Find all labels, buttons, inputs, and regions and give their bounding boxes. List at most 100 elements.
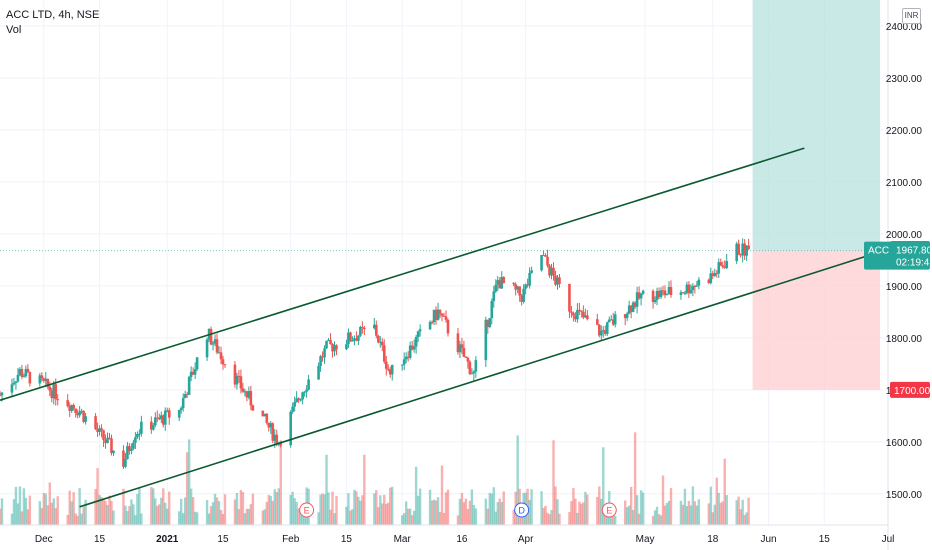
- candle-body: [438, 309, 442, 314]
- volume-bar: [164, 502, 167, 525]
- candle-body: [717, 262, 721, 274]
- candlestick-series: [0, 238, 750, 470]
- channel-lower-line[interactable]: [79, 249, 885, 508]
- candle-body: [317, 366, 320, 380]
- candle-body: [54, 384, 58, 400]
- volume-bar: [363, 454, 366, 525]
- candle-body: [211, 343, 215, 345]
- candle-body: [540, 254, 543, 271]
- volume-bar: [464, 498, 468, 525]
- volume-bar: [347, 493, 350, 525]
- candle-body: [38, 375, 42, 384]
- volume-bar: [215, 497, 219, 525]
- symbol-title: ACC LTD, 4h, NSE: [6, 9, 100, 21]
- volume-bar: [739, 509, 742, 525]
- candle-body: [484, 319, 488, 361]
- volume-bar: [375, 490, 378, 525]
- volume-bar: [297, 508, 300, 525]
- volume-bar: [683, 488, 687, 525]
- volume-bar: [600, 498, 603, 525]
- volume-bar: [387, 502, 390, 525]
- volume-bar: [74, 513, 77, 525]
- candle-body: [269, 423, 273, 428]
- volume-bar: [576, 512, 579, 525]
- currency-label[interactable]: INR: [902, 8, 921, 24]
- volume-bar: [293, 498, 296, 525]
- volume-bar: [211, 502, 215, 525]
- volume-bar: [271, 500, 274, 525]
- candle-body: [432, 309, 436, 323]
- candle-body: [179, 408, 183, 411]
- candle-body: [488, 318, 492, 327]
- volume-bar: [707, 503, 711, 525]
- volume-bar: [82, 506, 85, 525]
- volume-bar: [667, 500, 671, 525]
- volume-bar: [28, 495, 32, 525]
- volume-bar: [195, 512, 199, 525]
- candle-body: [625, 313, 629, 319]
- dividend-marker[interactable]: [514, 502, 530, 518]
- price-tick-label: 1600.00: [886, 438, 923, 449]
- candle-body: [102, 430, 105, 440]
- volume-bar: [179, 498, 183, 525]
- volume-bar: [693, 501, 697, 525]
- candle-body: [191, 371, 195, 375]
- volume-bar: [219, 509, 223, 525]
- volume-bar: [548, 514, 551, 525]
- volume-bar: [474, 508, 478, 525]
- candle-body: [468, 361, 472, 375]
- volume-bars: [0, 432, 750, 525]
- volume-bar: [233, 499, 237, 525]
- volume-bar: [160, 497, 163, 525]
- candle-body: [333, 345, 336, 352]
- candle-body: [530, 270, 533, 273]
- volume-bar: [128, 506, 131, 525]
- candle-body: [134, 437, 137, 443]
- volume-bar: [18, 486, 22, 525]
- candle-body: [456, 333, 460, 353]
- volume-bar: [177, 511, 181, 525]
- candle-body: [570, 311, 573, 313]
- candle-body: [291, 406, 294, 412]
- volume-bar: [353, 489, 356, 525]
- volume-bar: [299, 507, 302, 525]
- volume-indicator-label[interactable]: Vol: [6, 24, 22, 36]
- volume-bar: [373, 493, 376, 525]
- candle-body: [406, 356, 410, 358]
- volume-bar: [627, 505, 631, 525]
- candle-body: [434, 309, 438, 320]
- volume-bar: [185, 452, 189, 525]
- volume-bar: [721, 501, 724, 525]
- channel-upper-line[interactable]: [0, 147, 805, 402]
- candle-body: [586, 315, 589, 320]
- candle-body: [651, 290, 655, 303]
- candle-body: [130, 448, 133, 451]
- volume-bar: [54, 508, 57, 525]
- candle-body: [345, 344, 348, 350]
- candle-body: [353, 338, 356, 341]
- time-tick-label: Mar: [394, 534, 412, 545]
- volume-bar: [681, 504, 685, 525]
- candle-body: [725, 261, 729, 268]
- volume-bar: [697, 499, 701, 525]
- volume-bar: [345, 506, 348, 525]
- candle-body: [683, 292, 687, 294]
- volume-bar: [124, 505, 127, 525]
- candle-body: [574, 315, 577, 320]
- volume-bar: [512, 509, 515, 525]
- volume-bar: [154, 498, 157, 525]
- candle-body: [524, 284, 527, 289]
- candle-body: [0, 392, 4, 396]
- volume-bar: [408, 508, 412, 525]
- time-tick-label: 15: [217, 534, 229, 545]
- earnings-marker[interactable]: [299, 502, 315, 518]
- earnings-marker[interactable]: [601, 502, 617, 518]
- volume-bar: [317, 512, 320, 525]
- candle-body: [239, 376, 243, 389]
- volume-bar: [442, 512, 446, 525]
- chart-legend: ACC LTD, 4h, NSE Vol: [6, 8, 99, 38]
- candle-body: [412, 346, 416, 350]
- volume-bar: [136, 494, 139, 525]
- volume-bar: [333, 513, 336, 525]
